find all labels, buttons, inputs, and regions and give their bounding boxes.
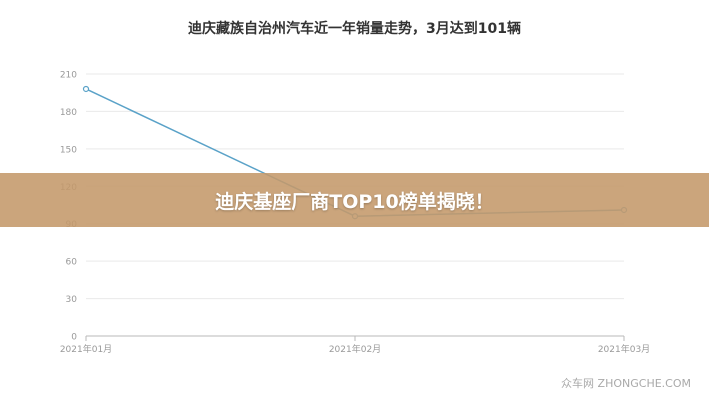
y-tick-label: 60 bbox=[66, 258, 78, 268]
watermark: 众车网 ZHONGCHE.COM bbox=[561, 377, 691, 390]
y-tick-label: 180 bbox=[60, 108, 77, 118]
x-tick-label: 2021年01月 bbox=[60, 343, 112, 355]
y-tick-label: 210 bbox=[60, 71, 77, 81]
y-tick-label: 150 bbox=[60, 145, 77, 155]
chart-title: 迪庆藏族自治州汽车近一年销量走势，3月达到101辆 bbox=[188, 21, 521, 37]
data-point bbox=[82, 85, 90, 93]
y-tick-label: 30 bbox=[66, 295, 78, 305]
x-tick-label: 2021年03月 bbox=[598, 343, 650, 355]
banner-text: 迪庆基座厂商TOP10榜单揭晓！ bbox=[215, 190, 494, 213]
x-tick-label: 2021年02月 bbox=[329, 343, 381, 355]
y-tick-label: 0 bbox=[71, 333, 77, 343]
promo-banner[interactable]: 迪庆基座厂商TOP10榜单揭晓！ bbox=[0, 173, 709, 227]
